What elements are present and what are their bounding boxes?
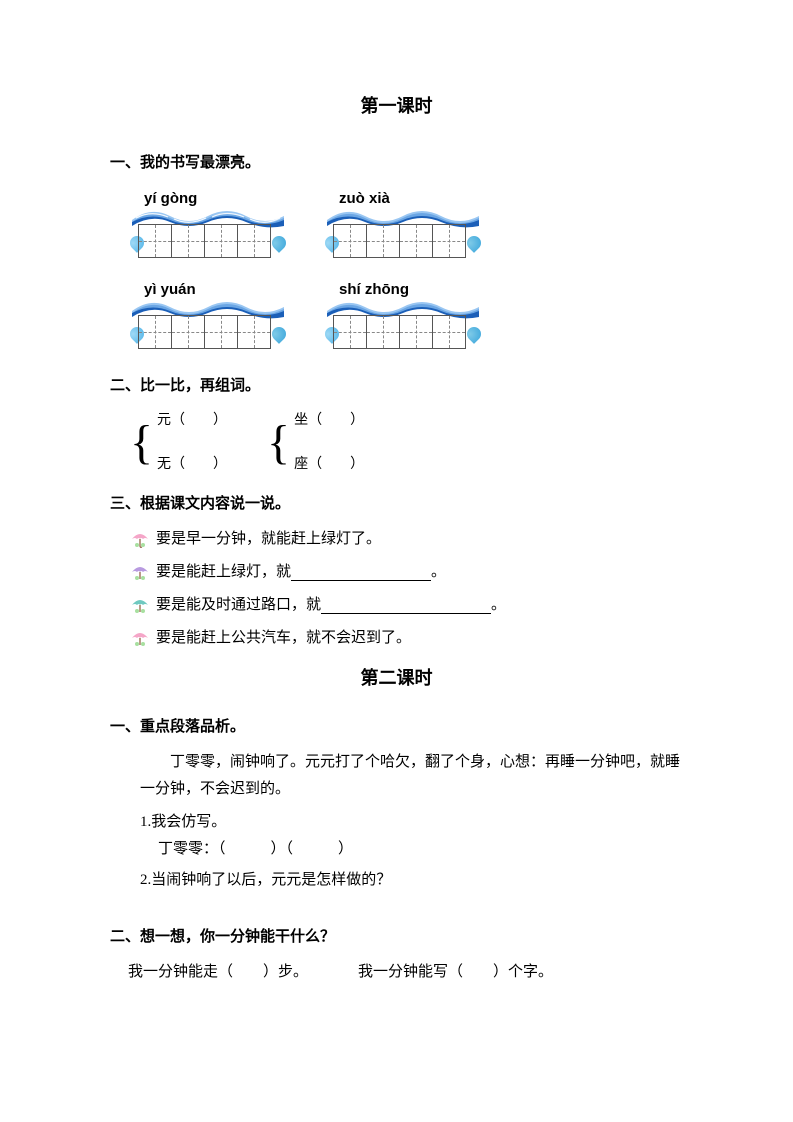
umbrella-icon [130,529,150,549]
content-line-2: 要是能赶上绿灯，就 。 [130,559,683,586]
fill-item-1: 我一分钟能走（ ）步。 [128,959,308,986]
pinyin-block-2: zuò xià [333,185,473,268]
line-text: 。 [431,559,446,586]
tianzi-grid [138,315,271,349]
droplet-icon [464,233,484,253]
brace-icon: { [130,419,153,467]
droplet-icon [464,324,484,344]
content-line-1: 要是早一分钟，就能赶上绿灯了。 [130,526,683,553]
passage-text: 丁零零，闹钟响了。元元打了个哈欠，翻了个身，心想：再睡一分钟吧，就睡一分钟，不会… [140,749,683,803]
tianzi-grid [333,224,466,258]
question-1-sub: 丁零零：（ ）（ ） [158,836,683,863]
section3-heading: 三、根据课文内容说一说。 [110,491,683,518]
fill-item-2: 我一分钟能写（ ）个字。 [358,959,553,986]
content-line-4: 要是能赶上公共汽车，就不会迟到了。 [130,625,683,652]
pinyin-block-4: shí zhōng [333,276,473,359]
compare-item: 元（ ） [157,408,227,433]
pinyin-row-2: yì yuán shí zhōng [138,276,683,359]
pinyin-block-3: yì yuán [138,276,278,359]
compare-item: 坐（ ） [294,408,364,433]
line-text: 要是能赶上公共汽车，就不会迟到了。 [156,625,411,652]
writing-grid [333,299,473,359]
compare-row: { 元（ ） 无（ ） { 坐（ ） 座（ ） [130,408,683,476]
lesson2-title: 第二课时 [110,662,683,694]
line-text: 。 [491,592,506,619]
brace-group-2: { 坐（ ） 座（ ） [267,408,364,476]
blank-line [321,596,491,614]
brace-group-1: { 元（ ） 无（ ） [130,408,227,476]
tianzi-grid [333,315,466,349]
writing-grid [333,208,473,268]
umbrella-icon [130,595,150,615]
section2-heading: 二、比一比，再组词。 [110,373,683,400]
question-1: 1.我会仿写。 [140,809,683,836]
writing-grid [138,299,278,359]
question-2: 2.当闹钟响了以后，元元是怎样做的？ [140,867,683,894]
line-text: 要是能及时通过路口，就 [156,592,321,619]
l2-section1-heading: 一、重点段落品析。 [110,714,683,741]
section1-heading: 一、我的书写最漂亮。 [110,150,683,177]
content-line-3: 要是能及时通过路口，就 。 [130,592,683,619]
compare-item: 无（ ） [157,452,227,477]
blank-line [291,563,431,581]
droplet-icon [269,324,289,344]
tianzi-grid [138,224,271,258]
compare-item: 座（ ） [294,452,364,477]
umbrella-icon [130,628,150,648]
fill-row: 我一分钟能走（ ）步。 我一分钟能写（ ）个字。 [128,959,683,986]
droplet-icon [269,233,289,253]
line-text: 要是早一分钟，就能赶上绿灯了。 [156,526,381,553]
pinyin-row-1: yí gòng zuò xià [138,185,683,268]
writing-grid [138,208,278,268]
lesson1-title: 第一课时 [110,90,683,122]
line-text: 要是能赶上绿灯，就 [156,559,291,586]
umbrella-icon [130,562,150,582]
pinyin-block-1: yí gòng [138,185,278,268]
brace-icon: { [267,419,290,467]
l2-section2-heading: 二、想一想，你一分钟能干什么？ [110,924,683,951]
